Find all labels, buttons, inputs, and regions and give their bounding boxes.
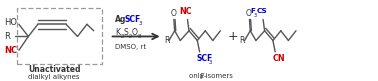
- Text: only: only: [189, 73, 206, 79]
- Text: E: E: [200, 73, 204, 79]
- Text: Ag: Ag: [115, 15, 127, 24]
- Text: S: S: [124, 28, 129, 37]
- Text: 3: 3: [139, 21, 143, 26]
- Text: NC: NC: [5, 46, 18, 55]
- Text: SCF: SCF: [125, 15, 141, 24]
- Text: R: R: [240, 36, 245, 45]
- Text: 2: 2: [121, 34, 124, 39]
- Text: Unactivated: Unactivated: [28, 65, 80, 74]
- Text: CN: CN: [273, 54, 285, 63]
- Text: 8: 8: [137, 34, 141, 39]
- Text: DMSO, rt: DMSO, rt: [115, 44, 146, 50]
- Text: O: O: [170, 9, 177, 18]
- Text: +: +: [227, 30, 238, 43]
- Text: 3: 3: [208, 60, 212, 65]
- Text: 2: 2: [129, 34, 132, 39]
- Text: dialkyl alkynes: dialkyl alkynes: [28, 74, 80, 80]
- Text: HO: HO: [5, 18, 17, 27]
- Text: F: F: [251, 8, 256, 14]
- Text: R: R: [5, 32, 11, 41]
- Text: NC: NC: [179, 7, 192, 16]
- Text: R: R: [164, 36, 169, 45]
- Text: CS: CS: [257, 8, 267, 14]
- Text: -isomers: -isomers: [203, 73, 233, 79]
- Text: K: K: [115, 28, 120, 37]
- Text: 3: 3: [254, 13, 257, 18]
- Text: SCF: SCF: [196, 54, 212, 63]
- Text: O: O: [246, 9, 252, 18]
- Text: O: O: [132, 28, 138, 37]
